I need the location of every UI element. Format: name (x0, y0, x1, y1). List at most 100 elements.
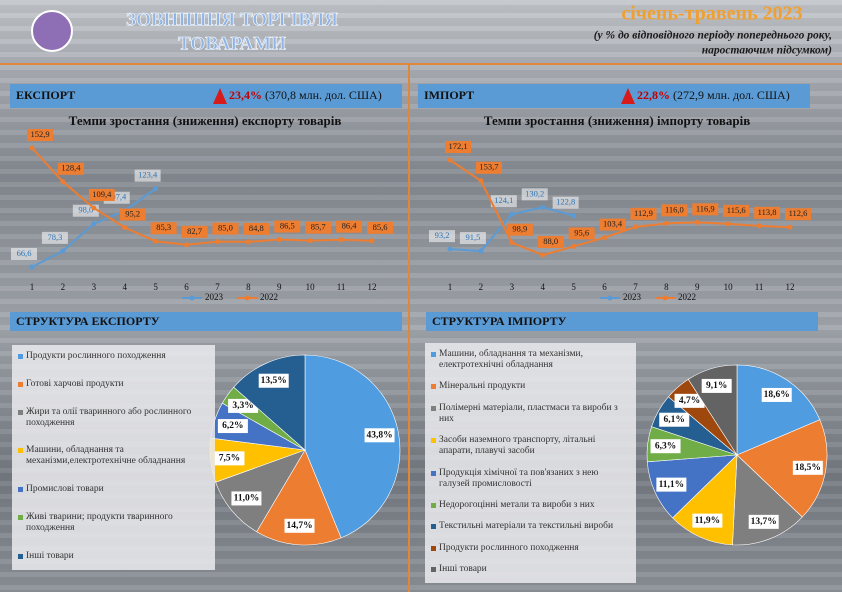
note: наростаючим підсумком) (702, 45, 832, 57)
data-label: 115,6 (727, 205, 746, 215)
point (725, 221, 731, 227)
legend-label: Живі тварини; продукти тваринного походж… (26, 512, 173, 534)
legend-item: Полімерні матеріали, пластмаси та вироби… (431, 403, 630, 425)
x-tick-label: 2 (61, 282, 66, 292)
data-label: 130,2 (525, 188, 544, 198)
data-label: 3,3% (232, 401, 253, 411)
legend-marker (607, 295, 613, 301)
legend-label: 2023 (205, 292, 224, 302)
data-label: 122,8 (556, 197, 575, 207)
data-label: 86,4 (342, 221, 358, 231)
legend-item: Інші товари (18, 551, 209, 562)
panel-bar (10, 84, 402, 108)
x-tick-label: 10 (724, 282, 734, 292)
legend-swatch (18, 381, 23, 387)
point (29, 145, 35, 151)
panel-bar (418, 84, 810, 108)
legend-swatch (431, 470, 436, 476)
legend-item: Жири та олії тваринного або рослинного п… (18, 407, 209, 429)
legend-label: Недорогоцінні метали та вироби з них (439, 499, 595, 510)
point (756, 223, 762, 229)
point (787, 224, 793, 230)
title: ТОВАРАМИ (178, 33, 286, 54)
legend-label: Продукти рослинного походження (26, 351, 166, 361)
label-box (659, 412, 690, 427)
label-box (506, 223, 533, 236)
label-box (274, 220, 301, 233)
section-title: СТРУКТУРА ІМПОРТУ (432, 314, 567, 328)
x-tick-label: 1 (30, 282, 35, 292)
legend-item: Машини, обладнання та механізми,електрот… (18, 445, 209, 467)
data-label: 124,1 (494, 195, 513, 205)
data-label: 98,0 (78, 205, 93, 215)
data-label: 107,4 (107, 192, 127, 202)
data-label: 112,6 (789, 208, 808, 218)
period: січень-травень 2023 (621, 3, 802, 25)
data-label: 98,9 (512, 224, 527, 234)
legend-item: Текстильні матеріали та текстильні вироб… (431, 521, 630, 532)
pie-slice (304, 354, 401, 539)
data-label: 113,8 (758, 207, 777, 217)
label-box (11, 248, 37, 260)
data-label: 7,5% (219, 454, 240, 464)
legend-label: Продукція хімічної та пов'язаних з нею г… (439, 467, 599, 489)
label-box (656, 477, 687, 492)
label-box (41, 231, 68, 244)
point (184, 242, 190, 248)
label-box (181, 225, 208, 238)
label-box (521, 188, 548, 201)
up-arrow (213, 88, 227, 104)
data-label: 116,9 (696, 203, 715, 213)
legend-label: Полімерні матеріали, пластмаси та вироби… (439, 402, 618, 424)
label-box (364, 428, 395, 443)
logo (31, 10, 73, 52)
data-label: 6,3% (655, 441, 676, 451)
label-box (490, 195, 517, 208)
label-box (748, 514, 779, 529)
label-box (150, 222, 177, 235)
panel-label: ЕКСПОРТ (16, 88, 75, 102)
point (571, 213, 577, 219)
series-line (31, 147, 373, 246)
x-tick-label: 5 (571, 282, 576, 292)
x-tick-label: 4 (540, 282, 545, 292)
label-box (88, 188, 115, 201)
legend-label: Машини, обладнання та механізми,електрот… (26, 445, 186, 467)
label-box (459, 232, 486, 245)
legend-swatch (431, 438, 436, 444)
point (245, 239, 251, 245)
x-tick-label: 10 (306, 282, 316, 292)
legend-item: Мінеральні продукти (431, 381, 630, 392)
label-box (754, 206, 781, 219)
data-label: 13,7% (751, 517, 777, 527)
label-box (792, 460, 823, 475)
legend-marker (662, 295, 668, 301)
x-tick-label: 8 (664, 282, 669, 292)
label-box (429, 230, 455, 243)
data-label: 9,1% (706, 381, 727, 391)
note: (у % до відповідного періоду попередньог… (594, 30, 832, 42)
x-tick-label: 1 (448, 282, 453, 292)
series-line (449, 159, 791, 257)
point (214, 239, 220, 245)
data-label: 13,5% (261, 376, 287, 386)
pie-slice (736, 419, 828, 518)
pie-slice (736, 364, 821, 456)
legend-swatch (18, 515, 23, 521)
point (122, 225, 128, 231)
label-box (537, 236, 564, 248)
legend-item: Продукти рослинного походження (18, 351, 209, 362)
label-box (674, 393, 705, 408)
data-label: 95,6 (574, 227, 589, 237)
up-arrow (621, 88, 635, 104)
legend-marker (244, 295, 250, 301)
data-label: 78,3 (47, 232, 62, 242)
label-box (305, 221, 332, 234)
legend-item: Продукти рослинного походження (431, 543, 630, 554)
data-label: 103,4 (603, 219, 623, 229)
x-tick-label: 7 (633, 282, 638, 292)
legend-label: Інші товари (26, 550, 74, 561)
legend-swatch (431, 405, 436, 411)
point (153, 238, 159, 244)
point (602, 235, 608, 241)
